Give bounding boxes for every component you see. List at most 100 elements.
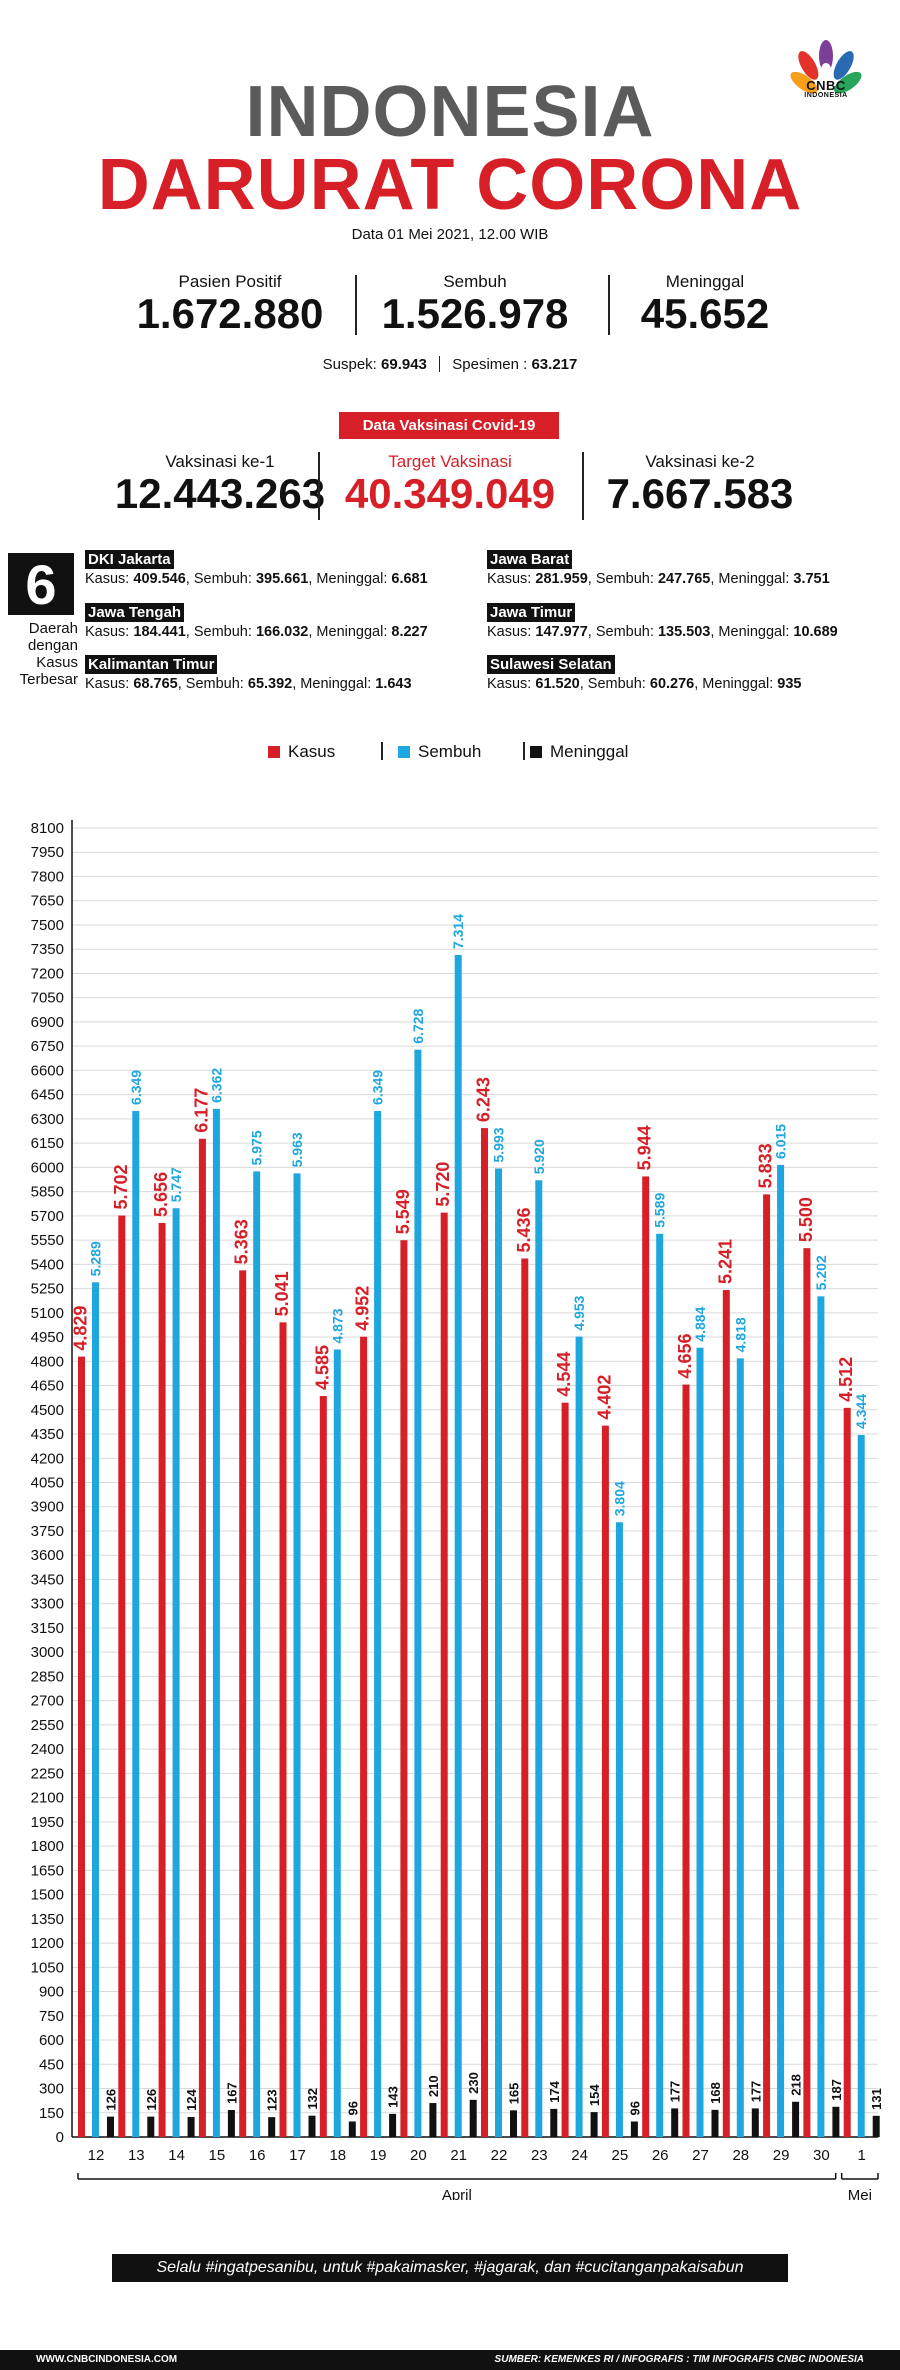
- caption-line: Daerah: [28, 620, 78, 637]
- data-label: 4.952: [353, 1286, 373, 1331]
- peacock-logo-icon: [790, 40, 862, 94]
- bar-sembuh: [777, 1164, 785, 2137]
- caption-line: Kasus: [36, 654, 78, 671]
- bar-meninggal: [872, 2115, 880, 2137]
- brand-sub: INDONESIA: [804, 92, 848, 99]
- bar-sembuh: [817, 1296, 825, 2137]
- bar-sembuh: [615, 1522, 623, 2137]
- data-label: 126: [144, 2089, 159, 2111]
- data-label: 6.349: [370, 1070, 386, 1105]
- x-tick-label: 22: [491, 2147, 508, 2164]
- province-name: DKI Jakarta: [85, 550, 174, 569]
- x-tick-label: 21: [450, 2147, 467, 2164]
- stat-value: 6.681: [391, 571, 428, 587]
- province-stats: Kasus: 61.520, Sembuh: 60.276, Meninggal…: [487, 676, 802, 692]
- data-label: 5.500: [796, 1197, 816, 1242]
- bar-kasus: [682, 1384, 690, 2137]
- y-tick-label: 2550: [31, 1717, 64, 1734]
- y-tick-label: 5850: [31, 1184, 64, 1201]
- y-tick-label: 4650: [31, 1378, 64, 1395]
- y-tick-label: 2850: [31, 1668, 64, 1685]
- data-label: 4.344: [853, 1394, 869, 1429]
- bar-kasus: [521, 1258, 529, 2137]
- stat-value: 247.765: [657, 571, 711, 587]
- x-tick-label: 17: [289, 2147, 306, 2164]
- province-stats: Kasus: 281.959, Sembuh: 247.765, Meningg…: [487, 571, 830, 587]
- target-vaksin-value: 40.349.049: [344, 470, 556, 517]
- data-label: 5.289: [88, 1241, 104, 1276]
- data-label: 177: [668, 2081, 683, 2103]
- stat-value: 281.959: [535, 571, 588, 587]
- data-label: 5.549: [393, 1189, 413, 1234]
- data-label: 5.975: [249, 1130, 265, 1165]
- x-tick-label: 1: [858, 2147, 866, 2164]
- legend-swatch: [530, 746, 542, 758]
- bar-meninggal: [711, 2109, 719, 2137]
- y-tick-label: 3150: [31, 1620, 64, 1637]
- x-tick-label: 27: [692, 2147, 709, 2164]
- data-label: 218: [789, 2074, 804, 2096]
- bar-meninggal: [389, 2113, 397, 2137]
- bar-meninggal: [308, 2115, 316, 2137]
- month-label: April: [442, 2187, 472, 2200]
- bar-kasus: [279, 1322, 287, 2137]
- data-label: 4.656: [675, 1334, 695, 1379]
- bar-kasus: [198, 1138, 206, 2137]
- stat-value: 68.765: [133, 676, 178, 692]
- bar-sembuh: [575, 1336, 583, 2137]
- y-tick-label: 6450: [31, 1087, 64, 1104]
- bar-sembuh: [333, 1349, 341, 2137]
- bar-sembuh: [293, 1173, 301, 2137]
- bar-meninggal: [429, 2103, 437, 2137]
- bar-sembuh: [736, 1358, 744, 2137]
- data-label: 177: [748, 2081, 763, 2103]
- footer-website[interactable]: WWW.CNBCINDONESIA.COM: [36, 2354, 178, 2365]
- daerah-caption: Daerah dengan Kasus Terbesar: [8, 620, 78, 688]
- x-tick-label: 20: [410, 2147, 427, 2164]
- stat-label: Meninggal:: [316, 624, 388, 640]
- bar-sembuh: [857, 1434, 865, 2137]
- bar-kasus: [803, 1248, 811, 2137]
- data-label: 124: [184, 2089, 199, 2111]
- stat-positif-label: Pasien Positif: [178, 272, 282, 291]
- bar-kasus: [642, 1176, 650, 2137]
- title-line1: INDONESIA: [245, 72, 655, 152]
- legend-swatch: [268, 746, 280, 758]
- data-label: 131: [869, 2088, 884, 2110]
- y-tick-label: 6300: [31, 1111, 64, 1128]
- data-label: 4.884: [692, 1306, 708, 1341]
- bar-sembuh: [414, 1049, 422, 2137]
- x-tick-label: 23: [531, 2147, 548, 2164]
- stat-label: Sembuh:: [595, 571, 654, 587]
- y-tick-label: 5550: [31, 1232, 64, 1249]
- data-label: 4.585: [312, 1345, 332, 1390]
- y-tick-label: 6000: [31, 1159, 64, 1176]
- stat-label: Meninggal:: [718, 624, 790, 640]
- stat-value: 395.661: [255, 571, 309, 587]
- stat-value: 135.503: [657, 624, 711, 640]
- bar-kasus: [78, 1356, 85, 2137]
- bar-sembuh: [132, 1110, 140, 2137]
- y-tick-label: 7350: [31, 941, 64, 958]
- province-name: Sulawesi Selatan: [487, 655, 615, 674]
- stat-sembuh-value: 1.526.978: [381, 290, 569, 337]
- bar-meninggal: [187, 2116, 195, 2137]
- data-label: 7.314: [450, 914, 466, 949]
- data-label: 6.349: [128, 1070, 144, 1105]
- divider: [355, 275, 357, 335]
- suspek-label: Suspek:: [322, 356, 377, 373]
- stat-value: 60.276: [649, 676, 695, 692]
- vaksinasi-badge: Data Vaksinasi Covid-19: [339, 412, 559, 439]
- stat-label: Kasus:: [487, 624, 532, 640]
- data-label: 210: [426, 2075, 441, 2097]
- y-tick-label: 6600: [31, 1062, 64, 1079]
- bar-meninggal: [671, 2108, 679, 2137]
- footer-bar: WWW.CNBCINDONESIA.COM SUMBER: KEMENKES R…: [0, 2350, 900, 2370]
- bar-meninggal: [227, 2110, 235, 2137]
- bar-meninggal: [147, 2116, 155, 2137]
- data-label: 5.944: [635, 1125, 655, 1170]
- bar-kasus: [763, 1194, 771, 2137]
- data-label: 165: [507, 2083, 522, 2105]
- bar-kasus: [319, 1396, 327, 2137]
- y-tick-label: 6750: [31, 1038, 64, 1055]
